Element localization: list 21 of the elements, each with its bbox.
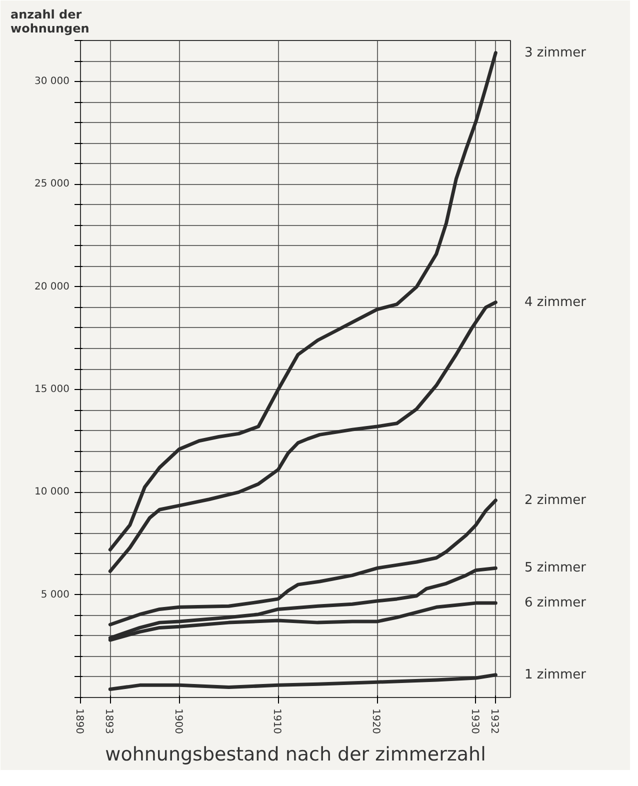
y-tick-label: 10 000 bbox=[34, 486, 70, 498]
x-tick-label: 1930 bbox=[468, 708, 480, 734]
y-tick-label: 30 000 bbox=[34, 76, 70, 88]
y-axis-title: anzahl der wohnungen bbox=[10, 8, 90, 36]
text: 5 zimmer bbox=[524, 560, 587, 576]
text: 4 zimmer bbox=[524, 294, 587, 310]
x-tick-label: 1893 bbox=[103, 708, 114, 734]
x-tick-label: 1932 bbox=[488, 708, 500, 734]
y-tick-label: 20 000 bbox=[34, 281, 70, 292]
y-tick-label: 5 000 bbox=[40, 589, 70, 600]
text: 2 zimmer bbox=[524, 492, 587, 508]
text: 6 zimmer bbox=[524, 596, 587, 611]
x-tick-label: 1890 bbox=[74, 708, 84, 734]
text: wohnungsbestand nach der zimmerzahl bbox=[105, 744, 486, 766]
x-tick-label: 1900 bbox=[172, 708, 184, 734]
y-tick-label: 25 000 bbox=[34, 178, 70, 190]
text: 3 zimmer bbox=[524, 45, 587, 60]
y-tick-label: 15 000 bbox=[34, 384, 70, 396]
x-tick-label: 1920 bbox=[370, 708, 382, 734]
x-tick-label: 1910 bbox=[271, 708, 282, 734]
text: 1 zimmer bbox=[524, 667, 587, 682]
